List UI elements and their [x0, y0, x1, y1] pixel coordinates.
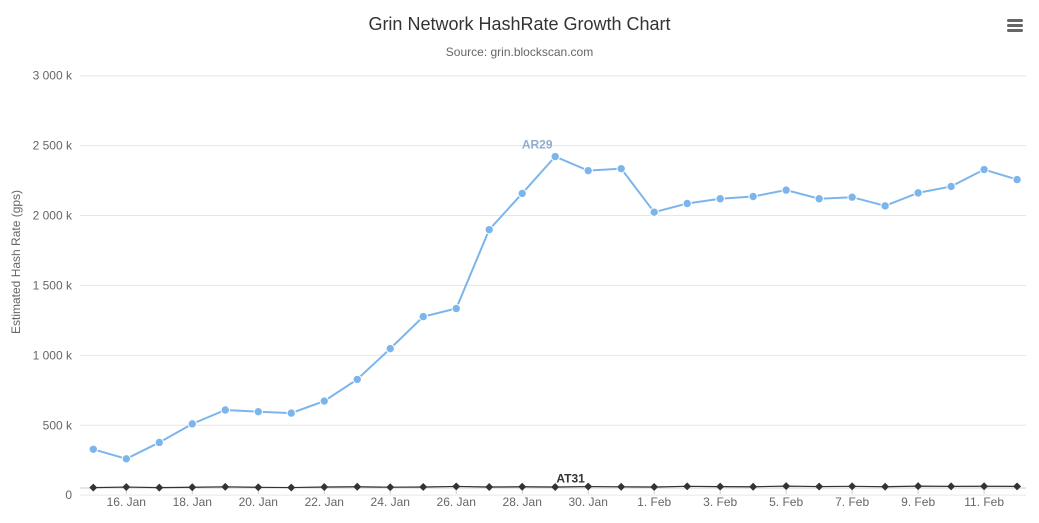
svg-text:11. Feb: 11. Feb — [964, 495, 1004, 509]
svg-text:28. Jan: 28. Jan — [503, 495, 542, 509]
svg-text:1 500 k: 1 500 k — [33, 278, 73, 292]
svg-text:7. Feb: 7. Feb — [835, 495, 869, 509]
svg-text:2 500 k: 2 500 k — [33, 139, 73, 153]
svg-text:3. Feb: 3. Feb — [703, 495, 737, 509]
svg-text:1. Feb: 1. Feb — [637, 495, 671, 509]
svg-text:18. Jan: 18. Jan — [173, 495, 212, 509]
svg-text:24. Jan: 24. Jan — [371, 495, 410, 509]
svg-text:500 k: 500 k — [43, 418, 73, 432]
svg-text:26. Jan: 26. Jan — [437, 495, 476, 509]
svg-text:2 000 k: 2 000 k — [33, 209, 73, 223]
svg-text:3 000 k: 3 000 k — [33, 69, 73, 83]
svg-text:0: 0 — [65, 488, 72, 502]
svg-text:AR29: AR29 — [522, 138, 553, 152]
svg-text:30. Jan: 30. Jan — [569, 495, 608, 509]
svg-text:20. Jan: 20. Jan — [239, 495, 278, 509]
svg-text:16. Jan: 16. Jan — [107, 495, 146, 509]
svg-text:AT31: AT31 — [556, 472, 585, 486]
svg-text:1 000 k: 1 000 k — [33, 348, 73, 362]
svg-text:5. Feb: 5. Feb — [769, 495, 803, 509]
svg-text:22. Jan: 22. Jan — [305, 495, 344, 509]
svg-text:9. Feb: 9. Feb — [901, 495, 935, 509]
